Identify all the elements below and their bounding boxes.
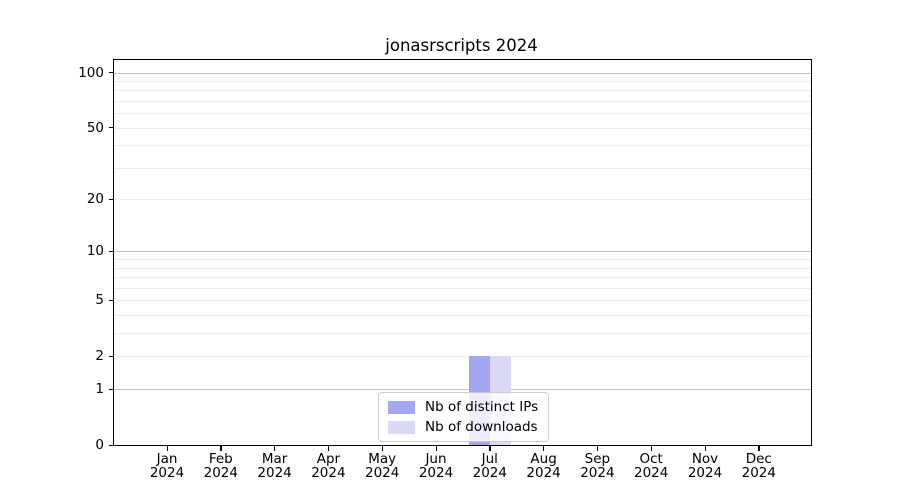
x-tick-label: Apr 2024 <box>311 451 346 482</box>
x-tick-mark <box>381 446 383 451</box>
x-tick-mark <box>543 446 545 451</box>
x-tick-label: Sep 2024 <box>580 451 615 482</box>
chart-title: jonasrscripts 2024 <box>385 36 538 55</box>
legend: Nb of distinct IPs Nb of downloads <box>378 392 550 442</box>
y-tick-label: 50 <box>86 119 104 136</box>
y-tick-label: 100 <box>78 64 104 81</box>
gridline-minor <box>114 113 811 115</box>
x-tick-mark <box>220 446 222 451</box>
legend-item: Nb of downloads <box>388 419 538 435</box>
legend-label: Nb of downloads <box>425 419 538 435</box>
gridline-minor <box>114 127 811 129</box>
gridline-minor <box>114 199 811 201</box>
legend-label: Nb of distinct IPs <box>425 399 539 415</box>
x-tick-mark <box>704 446 706 451</box>
legend-swatch <box>388 400 415 414</box>
y-tick-label: 0 <box>95 437 104 453</box>
x-tick-mark <box>489 446 491 451</box>
x-tick-mark <box>758 446 760 451</box>
y-tick-mark <box>108 355 113 358</box>
x-tick-label: Feb 2024 <box>203 451 238 482</box>
gridline-minor <box>114 80 811 82</box>
gridline-minor <box>114 300 811 302</box>
gridline-minor <box>114 259 811 261</box>
gridline-major <box>114 251 811 253</box>
x-tick-mark <box>274 446 276 451</box>
gridline-minor <box>114 267 811 269</box>
x-tick-label: Aug 2024 <box>526 451 561 482</box>
x-tick-mark <box>327 446 330 451</box>
gridline-minor <box>114 287 811 289</box>
gridline-minor <box>114 90 811 92</box>
gridline-minor <box>114 145 811 147</box>
gridline-minor <box>114 356 811 358</box>
y-tick-mark <box>108 444 113 446</box>
y-tick-label: 20 <box>86 191 104 208</box>
legend-item: Nb of distinct IPs <box>388 399 538 415</box>
gridline-minor <box>114 333 811 335</box>
plot-area: 0 1 2 5 10 20 50 100 Jan 2024 Feb 2024 Mar 2024 Apr 202… <box>78 59 812 481</box>
y-tick-label: 1 <box>95 381 104 398</box>
x-tick-label: Jul 2024 <box>472 451 507 482</box>
y-tick-mark <box>108 72 113 74</box>
x-tick-mark <box>435 446 437 451</box>
y-tick-mark <box>108 127 113 129</box>
gridline-minor <box>114 167 811 169</box>
y-tick-mark <box>108 388 113 390</box>
y-tick-mark <box>108 299 113 302</box>
gridline-major <box>114 389 811 391</box>
x-tick-label: Jan 2024 <box>149 451 185 482</box>
x-tick-label: Mar 2024 <box>257 451 292 482</box>
x-tick-label: Dec 2024 <box>741 451 776 482</box>
x-tick-label: Jun 2024 <box>418 451 454 482</box>
x-tick-mark <box>596 446 599 451</box>
x-tick-label: Oct 2024 <box>634 451 669 482</box>
gridline-major <box>114 72 811 74</box>
x-tick-label: May 2024 <box>365 451 400 482</box>
x-tick-mark <box>166 446 168 451</box>
y-tick-label: 2 <box>95 348 104 365</box>
x-tick-mark <box>650 446 652 451</box>
y-tick-mark <box>108 198 113 201</box>
gridline-minor <box>114 315 811 317</box>
y-tick-label: 10 <box>86 243 104 260</box>
y-tick-mark <box>108 250 113 253</box>
y-tick-label: 5 <box>95 292 104 309</box>
gridline-minor <box>114 277 811 279</box>
legend-swatch <box>388 420 415 434</box>
x-tick-label: Nov 2024 <box>687 451 723 482</box>
gridline-minor <box>114 100 811 102</box>
